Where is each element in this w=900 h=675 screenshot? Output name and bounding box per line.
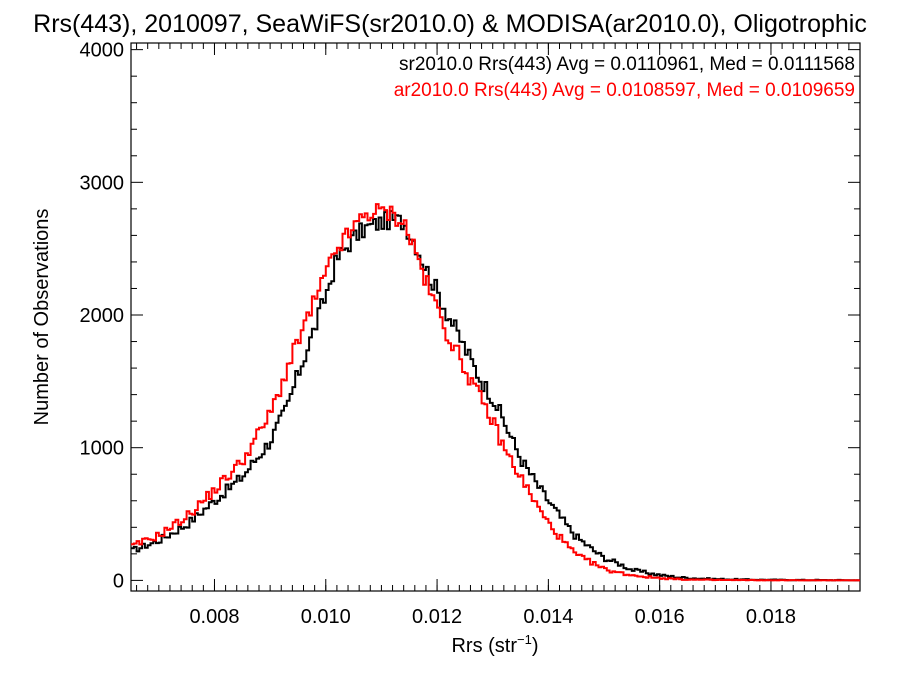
x-axis-label-close: ) — [532, 635, 539, 657]
x-tick-label: 0.018 — [746, 606, 796, 628]
legend-entry-sr2010: sr2010.0 Rrs(443) Avg = 0.0110961, Med =… — [399, 54, 855, 75]
y-tick-label: 2000 — [80, 305, 125, 327]
plot-frame — [130, 42, 861, 592]
series-line-sr2010 — [131, 210, 860, 582]
y-tick-label: 0 — [113, 570, 124, 592]
y-tick-label: 3000 — [80, 172, 125, 194]
axis-ticks: 0.008 0.010 0.012 0.014 0.016 0.018 0 1000 2000 3… — [80, 40, 861, 628]
x-tick-label: 0.010 — [301, 606, 351, 628]
chart-title: Rrs(443), 2010097, SeaWiFS(sr2010.0) & M… — [33, 10, 867, 38]
legend-entry-ar2010: ar2010.0 Rrs(443) Avg = 0.0108597, Med =… — [394, 80, 855, 101]
x-tick-label: 0.008 — [189, 606, 239, 628]
x-tick-label: 0.014 — [523, 606, 573, 628]
y-tick-label: 4000 — [80, 40, 125, 62]
x-axis-label: Rrs (str−1) — [451, 632, 538, 657]
series-line-ar2010 — [131, 203, 860, 582]
y-axis-label: Number of Observations — [31, 209, 53, 426]
y-tick-label: 1000 — [80, 438, 125, 460]
x-tick-label: 0.012 — [412, 606, 462, 628]
x-tick-label: 0.016 — [635, 606, 685, 628]
x-axis-label-superscript: −1 — [517, 632, 532, 647]
